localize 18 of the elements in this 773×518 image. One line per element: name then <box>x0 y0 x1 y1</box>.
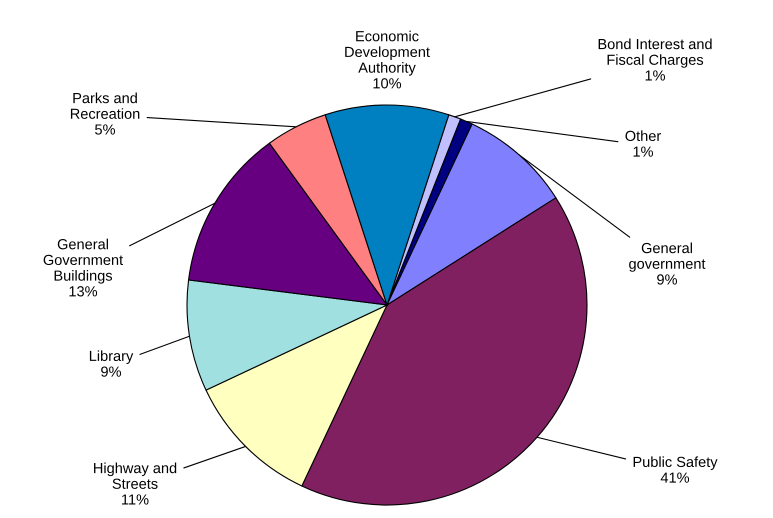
slice-label: Other <box>625 130 661 142</box>
slice-label: General Government Buildings <box>44 238 124 284</box>
data-label: 9% <box>101 366 122 377</box>
data-label: 11% <box>122 494 149 505</box>
slice-label: General government <box>629 242 706 272</box>
slice-label: Parks and Recreation <box>70 92 140 119</box>
data-label: 41% <box>660 472 690 483</box>
data-label: 1% <box>646 70 666 81</box>
slice-label: Public Safety <box>634 456 718 470</box>
data-label: 13% <box>70 286 98 296</box>
slice-label: Highway and Streets <box>94 462 176 489</box>
data-label: 10% <box>374 78 402 88</box>
data-label: 5% <box>95 124 116 135</box>
slice-label: Bond Interest and Fiscal Charges <box>598 38 712 68</box>
data-label: 1% <box>634 146 654 157</box>
slice-label: Library <box>90 350 134 364</box>
slice-label: Economic Development Authority <box>345 30 430 76</box>
data-label: 9% <box>657 274 678 285</box>
